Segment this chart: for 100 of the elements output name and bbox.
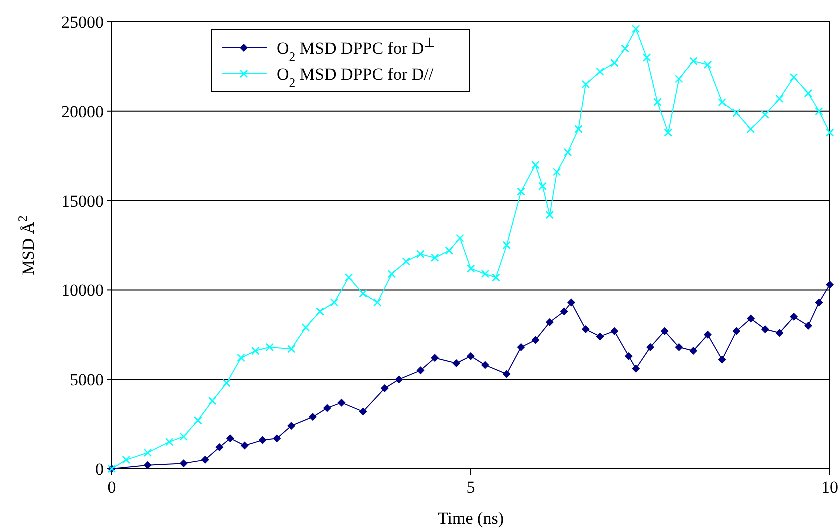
point <box>481 270 490 278</box>
point <box>826 128 834 138</box>
point <box>201 456 210 464</box>
point <box>790 313 798 322</box>
point <box>704 60 712 70</box>
point <box>732 109 741 118</box>
x-tick-label: 10 <box>822 478 838 497</box>
point <box>452 360 461 368</box>
point <box>258 436 267 444</box>
point <box>416 250 425 259</box>
point <box>660 327 669 336</box>
point <box>732 327 741 336</box>
point <box>664 128 673 138</box>
point <box>690 346 698 355</box>
point <box>338 398 346 407</box>
point <box>380 384 389 393</box>
point <box>330 298 339 307</box>
point <box>610 58 619 68</box>
point <box>610 327 619 336</box>
point <box>226 434 234 443</box>
y-tick-label: 15000 <box>62 192 104 211</box>
point <box>416 366 425 375</box>
point <box>632 25 640 34</box>
point <box>568 298 576 307</box>
x-tick-label: 5 <box>466 478 476 497</box>
point <box>689 57 698 66</box>
point <box>560 308 568 316</box>
point <box>532 336 540 344</box>
point <box>761 326 770 334</box>
point <box>395 376 404 384</box>
point <box>359 290 368 298</box>
point <box>144 448 152 458</box>
point <box>302 324 310 332</box>
point <box>621 44 630 53</box>
point <box>359 408 368 416</box>
point <box>582 326 590 334</box>
y-tick-label: 0 <box>96 460 104 479</box>
point <box>804 89 813 98</box>
point <box>374 298 382 307</box>
point <box>502 370 511 378</box>
point <box>642 54 652 62</box>
point <box>445 246 454 256</box>
point <box>815 298 824 307</box>
point <box>273 434 282 443</box>
point <box>144 461 152 470</box>
point <box>574 125 583 134</box>
point <box>553 168 562 176</box>
point <box>538 182 547 191</box>
point <box>675 343 684 352</box>
point <box>517 343 526 352</box>
point <box>208 396 217 406</box>
point <box>546 318 554 326</box>
y-tick-label: 10000 <box>62 281 104 300</box>
point <box>388 270 396 278</box>
x-tick-label: 0 <box>108 478 116 497</box>
point <box>632 364 640 373</box>
point <box>776 329 784 338</box>
point <box>180 432 188 441</box>
point <box>481 361 490 370</box>
point <box>502 241 512 250</box>
point <box>466 264 476 273</box>
y-tick-label: 5000 <box>70 370 104 390</box>
point <box>240 442 249 450</box>
point <box>402 257 411 266</box>
point <box>222 379 232 388</box>
point <box>456 234 464 242</box>
point <box>826 280 834 289</box>
point <box>251 346 260 356</box>
point <box>761 110 770 120</box>
point <box>564 148 572 157</box>
point <box>704 330 712 339</box>
point <box>624 352 633 360</box>
point <box>531 160 540 170</box>
point <box>596 68 604 76</box>
point <box>790 73 798 82</box>
point <box>216 444 224 452</box>
point <box>718 98 726 107</box>
point <box>431 354 440 362</box>
point <box>237 354 246 362</box>
point <box>546 210 554 220</box>
point <box>746 125 756 134</box>
point <box>266 343 274 352</box>
point <box>323 404 332 412</box>
point <box>194 416 202 425</box>
point <box>430 254 440 262</box>
point <box>316 308 324 316</box>
point <box>596 332 604 341</box>
point <box>309 413 318 422</box>
point <box>180 460 188 468</box>
point <box>747 314 756 323</box>
point <box>165 438 174 446</box>
point <box>492 274 500 282</box>
x-axis-title: Time (ns) <box>438 509 504 528</box>
point <box>467 352 475 360</box>
point <box>654 98 662 107</box>
y-tick-label: 25000 <box>62 12 104 32</box>
point <box>122 456 131 464</box>
point <box>287 345 296 354</box>
y-tick-label: 20000 <box>62 102 104 122</box>
point <box>675 75 684 84</box>
